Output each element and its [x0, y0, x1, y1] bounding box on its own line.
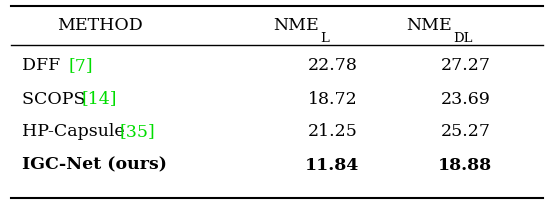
Text: HP-Capsule: HP-Capsule — [22, 123, 130, 140]
Text: 23.69: 23.69 — [440, 90, 490, 108]
Text: DFF: DFF — [22, 58, 66, 74]
Text: 18.88: 18.88 — [438, 156, 493, 173]
Text: [7]: [7] — [68, 58, 93, 74]
Text: DL: DL — [453, 32, 473, 46]
Text: 25.27: 25.27 — [440, 123, 490, 140]
Text: 11.84: 11.84 — [305, 156, 360, 173]
Text: NME: NME — [406, 17, 452, 33]
Text: 27.27: 27.27 — [440, 58, 490, 74]
Text: NME: NME — [273, 17, 319, 33]
Text: L: L — [320, 32, 329, 46]
Text: METHOD: METHOD — [57, 17, 142, 33]
Text: [35]: [35] — [119, 123, 155, 140]
Text: IGC-Net (ours): IGC-Net (ours) — [22, 156, 167, 173]
Text: 18.72: 18.72 — [307, 90, 357, 108]
Text: SCOPS: SCOPS — [22, 90, 91, 108]
Text: 22.78: 22.78 — [307, 58, 357, 74]
Text: 21.25: 21.25 — [307, 123, 357, 140]
Text: [14]: [14] — [82, 90, 117, 108]
